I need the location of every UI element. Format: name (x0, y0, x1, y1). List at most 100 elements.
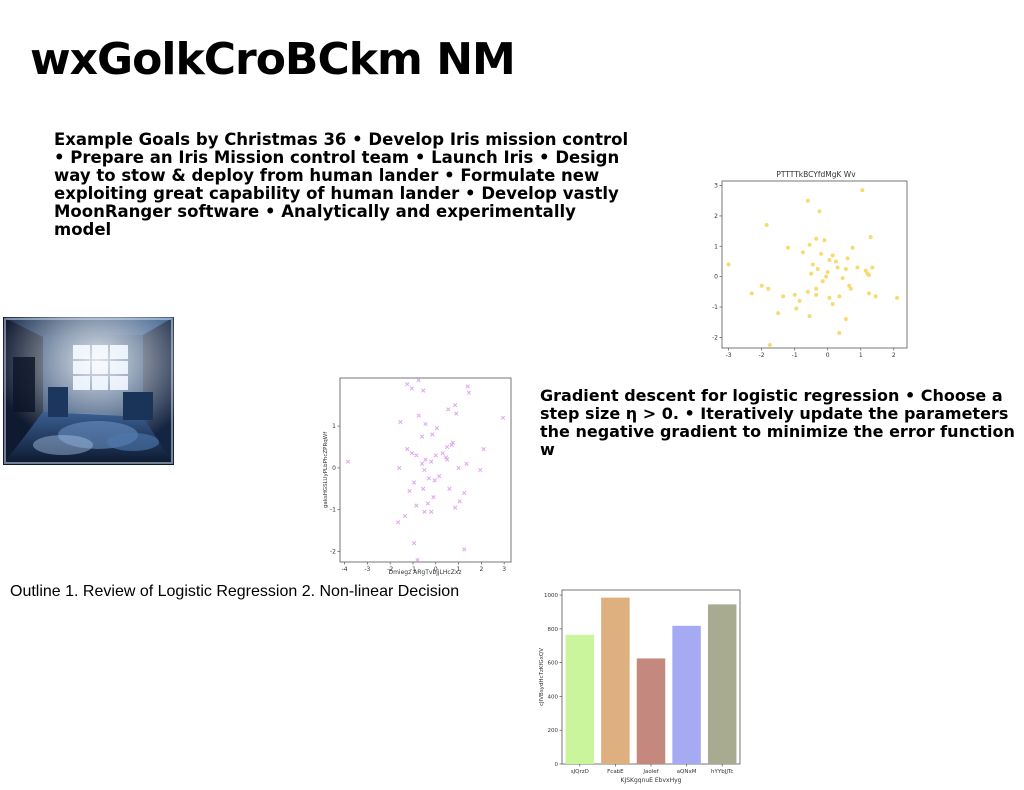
scatter-point (422, 509, 427, 514)
scatter-point (398, 419, 403, 425)
scatter-point (411, 541, 417, 546)
scatter-point (822, 238, 827, 243)
scatter-point (863, 268, 868, 273)
scatter-point (450, 440, 456, 445)
scatter-point (478, 467, 483, 473)
scatter-point (833, 259, 838, 264)
bar-chart: KJSKgqnuE EbvxHyg cJIVBsydHcTzKfGxQV sJQ… (535, 584, 745, 786)
scatter-point (824, 274, 829, 279)
scatter-point (759, 283, 764, 288)
scatter-point (481, 446, 486, 452)
scatter-point (814, 236, 819, 241)
scatter-point (848, 286, 853, 291)
bar (601, 597, 630, 764)
scatter-point (426, 476, 432, 481)
bar-chart-svg: KJSKgqnuE EbvxHyg cJIVBsydHcTzKfGxQV sJQ… (539, 589, 741, 784)
scatter-point (464, 461, 469, 466)
scatter-point (837, 294, 842, 299)
x-tick-label: 2 (479, 566, 483, 573)
scatter-point (500, 415, 506, 420)
y-tick-label: -1 (712, 304, 718, 311)
scatter-point (432, 478, 437, 483)
scatter-point (845, 256, 850, 261)
x-tick-label: Jaolef (642, 769, 659, 775)
scatter-point (776, 311, 781, 316)
scatter-chart-purple-svg: Dmiegz ARgTvbjjLHcZxz gaksHGSLUyPLbPhcZP… (323, 377, 512, 576)
scatter-point (452, 505, 458, 510)
scatter-point (457, 499, 462, 504)
scatter-point (437, 474, 442, 479)
scatter-point (447, 486, 452, 491)
scatter-chart-yellow: PTTTTkBCYfdMgK Wv -3 -2 -1 0 1 2 -2 -1 0 1 2 3 (700, 166, 915, 362)
scatter-point (807, 314, 812, 319)
x-tick-label: -3 (726, 352, 732, 359)
scatter-point (425, 501, 430, 506)
scatter-point (825, 270, 830, 275)
scatter-chart-purple: Dmiegz ARgTvbjjLHcZxz gaksHGSLUyPLbPhcZP… (320, 372, 520, 577)
scatter-point (416, 413, 421, 418)
scatter-point (414, 453, 419, 458)
scatter-point (809, 271, 814, 276)
scatter-point (462, 490, 467, 496)
scatter-point (454, 411, 459, 416)
x-tick-label: -1 (410, 566, 416, 573)
scatter-point (792, 292, 797, 297)
scatter-point (860, 188, 865, 193)
scatter-point (443, 455, 449, 460)
scatter-point (835, 265, 840, 270)
y-tick-label: 2 (714, 213, 718, 220)
x-tick-label: aQNxM (677, 769, 697, 775)
scatter-point (843, 267, 848, 272)
scatter-point (807, 242, 812, 247)
plot-frame (721, 180, 908, 349)
scatter-point (840, 276, 845, 281)
scatter-point (415, 557, 420, 563)
scatter-point (421, 388, 426, 393)
scatter-point (423, 421, 428, 427)
bar (636, 658, 666, 764)
scatter-point (397, 465, 402, 471)
chart-title: PTTTTkBCYfdMgK Wv (776, 170, 856, 179)
scatter-point (865, 271, 870, 276)
scatter-point (449, 442, 454, 448)
y-axis-label: cJIVBsydHcTzKfGxQV (539, 648, 545, 706)
scatter-point (445, 457, 450, 462)
scatter-point (431, 495, 436, 500)
scatter-point (405, 382, 410, 387)
scatter-point (345, 459, 351, 464)
scatter-point (850, 245, 855, 250)
scatter-point (870, 265, 875, 270)
x-axis-label: Dmiegz ARgTvbjjLHcZxz (388, 569, 461, 576)
scatter-point (433, 453, 438, 458)
gradient-descent-text: Gradient descent for logistic regression… (540, 387, 1015, 459)
scatter-point (837, 330, 842, 335)
scatter-point (402, 513, 408, 519)
scatter-point (749, 291, 754, 296)
y-tick-label: 0 (714, 274, 718, 281)
y-tick-label: -2 (712, 334, 718, 341)
scatter-point (409, 451, 414, 456)
scatter-point (805, 198, 810, 203)
scatter-point (414, 503, 419, 508)
scatter-point (429, 459, 434, 464)
scatter-point (764, 223, 769, 228)
scatter-point (395, 520, 401, 525)
scatter-point (794, 306, 799, 311)
y-tick-label: -1 (330, 507, 336, 514)
scatter-point (817, 209, 822, 214)
scatter-point (819, 251, 824, 256)
x-tick-label: 1 (859, 352, 863, 359)
scatter-point (797, 298, 802, 303)
scatter-point (867, 291, 872, 296)
scatter-point (452, 403, 458, 408)
scatter-point (786, 245, 791, 250)
scatter-point (416, 377, 421, 383)
y-tick-label: -2 (330, 549, 336, 556)
scatter-chart-yellow-svg: PTTTTkBCYfdMgK Wv -3 -2 -1 0 1 2 -2 -1 0 1 2 3 (712, 170, 908, 359)
x-tick-label: 0 (434, 566, 438, 573)
scatter-point (767, 342, 772, 347)
y-tick-label: 1 (332, 423, 336, 430)
x-axis-label: KJSKgqnuE EbvxHyg (621, 777, 682, 784)
y-tick-label: 800 (548, 627, 559, 633)
y-tick-label: 0 (555, 762, 559, 768)
